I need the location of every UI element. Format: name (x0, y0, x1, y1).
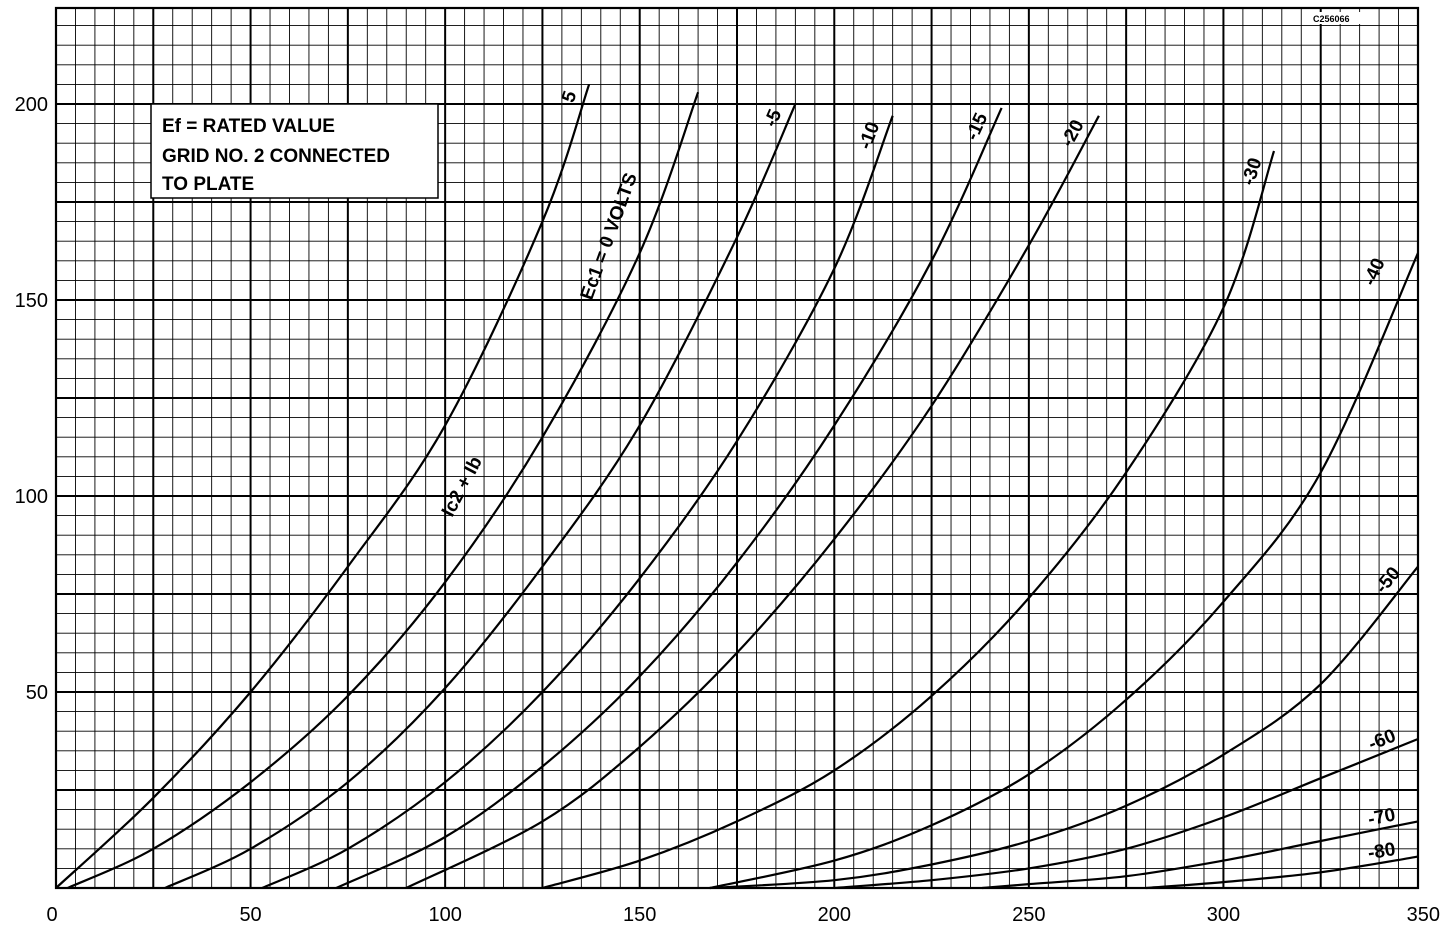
x-tick-label: 0 (46, 904, 57, 926)
curve-11 (982, 820, 1419, 890)
curve-7 (542, 150, 1276, 890)
y-tick-label: 50 (26, 682, 48, 704)
y-tick-labels: 50 100 150 200 (15, 94, 48, 704)
y-tick-label: 200 (15, 94, 48, 116)
code-box (1310, 12, 1368, 24)
note-line-3: TO PLATE (162, 174, 254, 195)
x-tick-label: 50 (239, 904, 261, 926)
x-tick-label: 200 (818, 904, 851, 926)
curve-12 (1145, 855, 1419, 890)
x-tick-label: 350 (1407, 904, 1440, 926)
curve-2 (67, 91, 700, 890)
curve-9 (709, 565, 1419, 890)
x-tick-label: 300 (1207, 904, 1240, 926)
y-tick-label: 150 (15, 290, 48, 312)
note-line-2: GRID NO. 2 CONNECTED (162, 146, 390, 167)
x-tick-label: 150 (623, 904, 656, 926)
curve-5 (335, 107, 1003, 889)
x-tick-label: 250 (1012, 904, 1045, 926)
x-tick-label: 100 (428, 904, 461, 926)
curve-6 (405, 115, 1100, 889)
curves-group (55, 84, 1420, 890)
curve-label-12: -80 (1367, 839, 1397, 864)
note-line-1: Ef = RATED VALUE (162, 116, 335, 137)
major-grid (54, 6, 1420, 890)
x-tick-labels: 0 50 100 150 200 250 300 350 (46, 904, 1440, 926)
y-tick-label: 100 (15, 486, 48, 508)
curve-8 (709, 252, 1420, 890)
annotation-box (150, 103, 439, 199)
drawing-code: C256066 (1313, 14, 1350, 24)
curve-3 (164, 103, 797, 890)
curve-10 (834, 737, 1419, 890)
plot-frame (54, 6, 1420, 890)
curve-1 (55, 84, 591, 889)
curve-4 (261, 115, 894, 890)
